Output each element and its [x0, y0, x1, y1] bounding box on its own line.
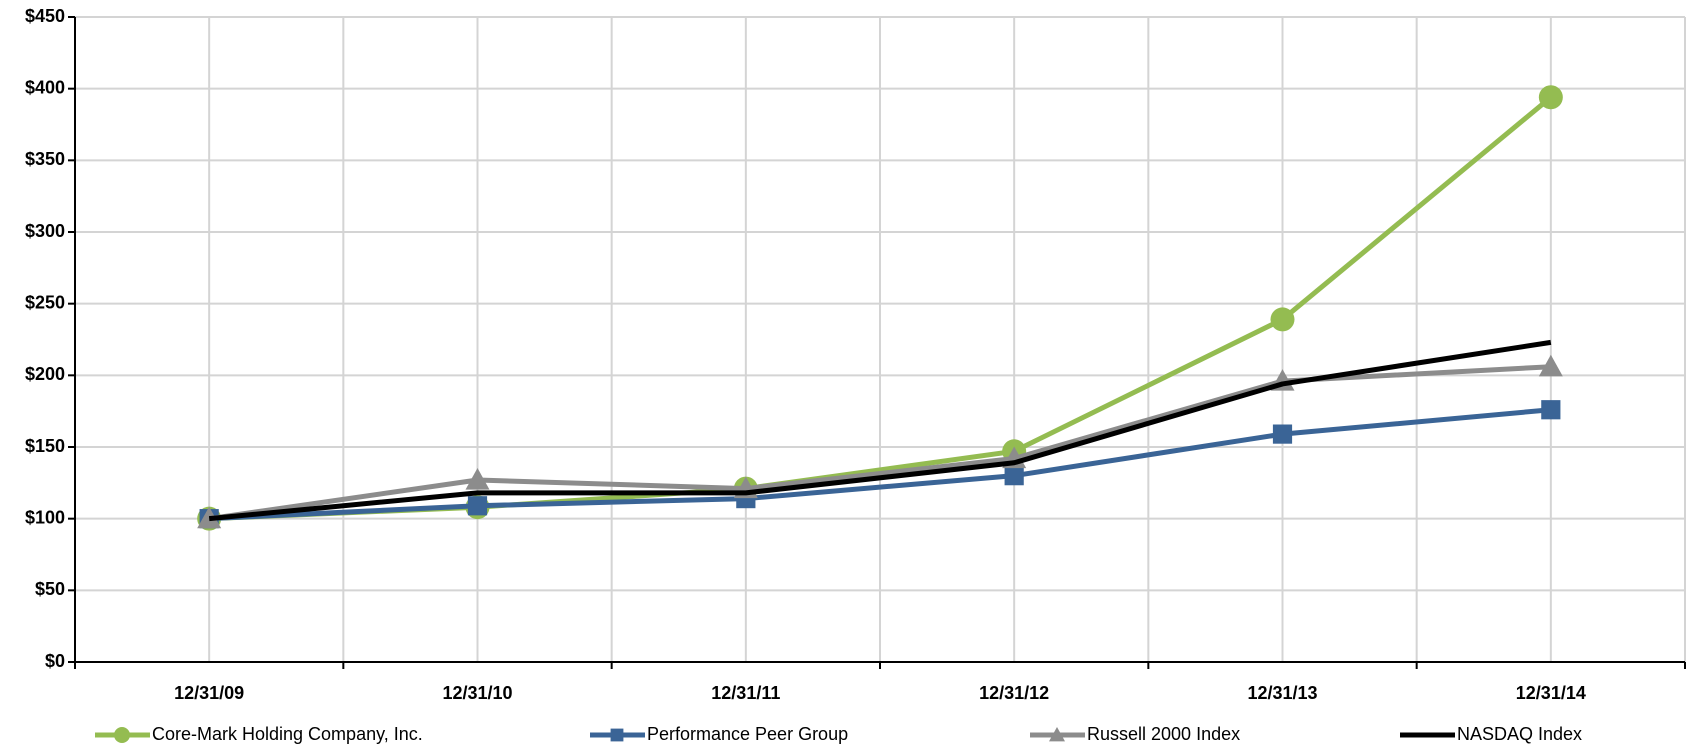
y-tick-label: $450 [25, 6, 65, 26]
x-tick-label: 12/31/11 [711, 683, 780, 703]
marker [1272, 424, 1293, 444]
marker [465, 467, 490, 490]
legend-label: NASDAQ Index [1457, 724, 1582, 744]
marker [1541, 400, 1561, 420]
y-tick-label: $100 [25, 507, 65, 527]
marker [610, 728, 624, 742]
legend-label: Core-Mark Holding Company, Inc. [152, 724, 423, 744]
marker [114, 727, 130, 743]
marker [467, 496, 488, 516]
y-tick-label: $300 [25, 221, 65, 241]
x-tick-label: 12/31/14 [1516, 683, 1586, 703]
y-tick-label: $250 [25, 292, 65, 312]
legend-label: Russell 2000 Index [1087, 724, 1240, 744]
x-tick-label: 12/31/13 [1247, 683, 1317, 703]
y-tick-label: $50 [35, 579, 65, 599]
marker [1004, 466, 1024, 486]
y-tick-label: $150 [25, 436, 65, 456]
x-tick-label: 12/31/10 [442, 683, 512, 703]
marker [1270, 307, 1295, 332]
x-tick-label: 12/31/09 [174, 683, 244, 703]
series-line [208, 339, 1552, 522]
marker [1538, 85, 1563, 110]
y-tick-label: $400 [25, 77, 65, 97]
y-tick-label: $200 [25, 364, 65, 384]
legend-label: Performance Peer Group [647, 724, 848, 744]
series-line [209, 407, 1552, 522]
y-tick-label: $350 [25, 149, 65, 169]
y-tick-label: $0 [45, 651, 65, 671]
marker [1538, 354, 1563, 377]
x-tick-label: 12/31/12 [979, 683, 1049, 703]
marker [1049, 727, 1065, 742]
